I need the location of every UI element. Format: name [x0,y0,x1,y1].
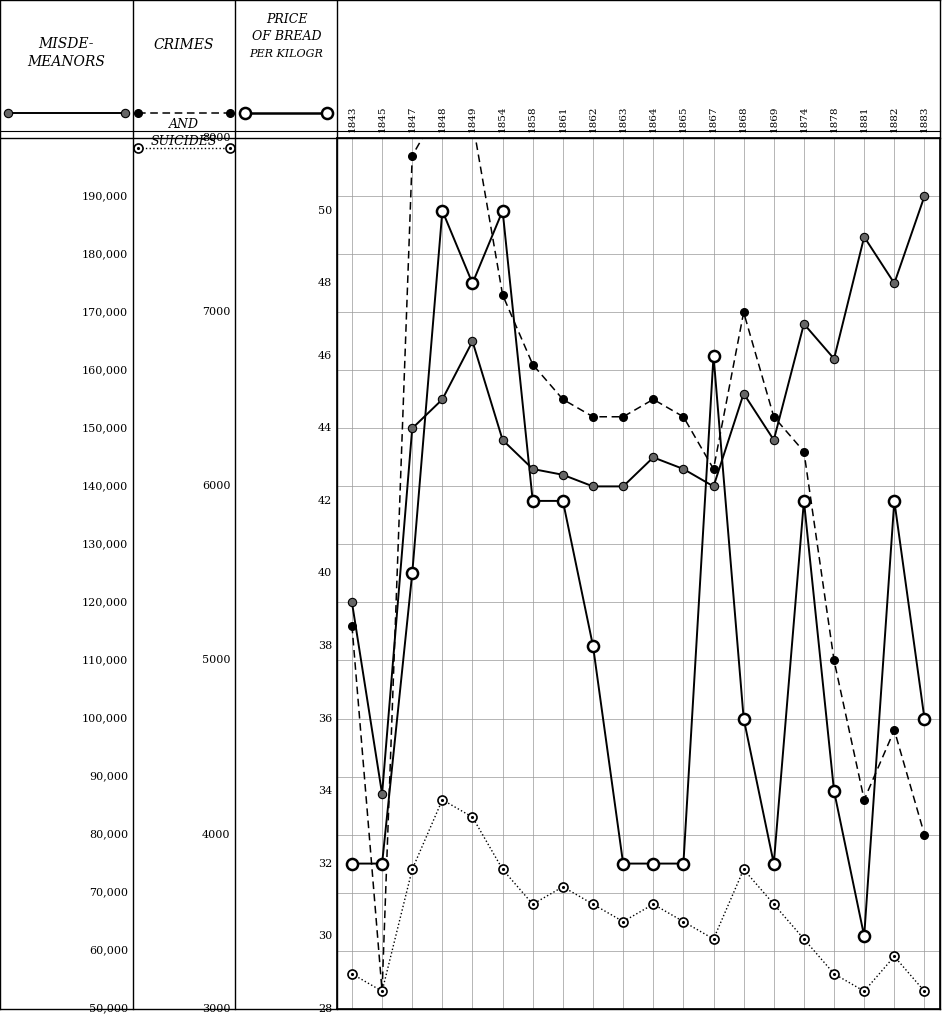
Text: PRICE: PRICE [266,13,307,26]
Text: 5000: 5000 [202,655,231,666]
Text: 110,000: 110,000 [82,655,128,666]
Text: 1847: 1847 [408,105,417,132]
Text: 50: 50 [318,206,332,216]
Text: CRIMES: CRIMES [154,38,214,52]
Text: 28: 28 [318,1004,332,1014]
Text: MEANORS: MEANORS [28,55,105,70]
Text: 1865: 1865 [679,105,688,132]
Text: 140,000: 140,000 [82,481,128,492]
Text: PER KILOGR: PER KILOGR [250,49,324,59]
Text: 44: 44 [318,423,332,433]
Text: 1883: 1883 [920,105,929,132]
Text: 36: 36 [318,714,332,724]
Text: 38: 38 [318,641,332,651]
Text: 120,000: 120,000 [82,597,128,607]
Text: 32: 32 [318,858,332,868]
Text: 1845: 1845 [378,105,386,132]
Text: 1867: 1867 [709,105,718,132]
Text: 50,000: 50,000 [89,1004,128,1014]
Text: 1849: 1849 [468,105,477,132]
Text: 1864: 1864 [649,105,658,132]
Text: 3000: 3000 [202,1004,231,1014]
Text: 60,000: 60,000 [89,945,128,955]
Text: 1863: 1863 [619,105,627,132]
Text: 4000: 4000 [202,829,231,840]
Text: SUICIDES: SUICIDES [151,135,217,147]
Text: 1868: 1868 [739,105,748,132]
Text: 1881: 1881 [860,105,868,132]
Text: 42: 42 [318,496,332,506]
Text: 1858: 1858 [529,105,537,132]
Text: 1862: 1862 [588,105,598,132]
Text: OF BREAD: OF BREAD [251,31,322,43]
Text: 1843: 1843 [347,105,357,132]
Text: 160,000: 160,000 [82,366,128,376]
Text: 40: 40 [318,568,332,579]
Text: 7000: 7000 [202,307,231,317]
Text: 1848: 1848 [437,105,447,132]
Text: AND: AND [169,119,199,131]
Text: MISDE-: MISDE- [39,37,94,51]
Text: 1882: 1882 [890,105,899,132]
Text: 1874: 1874 [799,105,809,132]
Text: 150,000: 150,000 [82,423,128,433]
Text: 1878: 1878 [829,105,839,132]
Text: 46: 46 [318,351,332,360]
Text: 130,000: 130,000 [82,540,128,550]
Text: 100,000: 100,000 [82,714,128,724]
Text: 30: 30 [318,931,332,941]
Text: 8000: 8000 [202,133,231,143]
Text: 1854: 1854 [498,105,507,132]
Text: 6000: 6000 [202,481,231,492]
Text: 48: 48 [318,279,332,289]
Text: 90,000: 90,000 [89,771,128,781]
Text: 180,000: 180,000 [82,249,128,259]
Text: 190,000: 190,000 [82,191,128,202]
Text: 1861: 1861 [558,105,568,132]
Text: 34: 34 [318,786,332,796]
Text: 70,000: 70,000 [89,888,128,898]
Text: 170,000: 170,000 [82,307,128,317]
Text: 80,000: 80,000 [89,829,128,840]
Text: 1869: 1869 [770,105,778,132]
